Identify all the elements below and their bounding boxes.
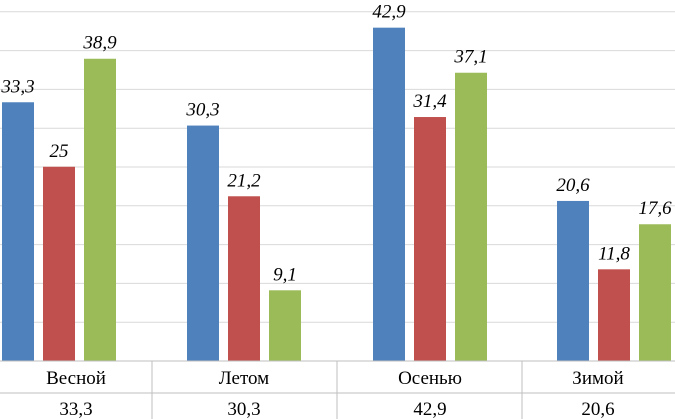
category-label-2: Осенью: [398, 368, 462, 389]
bar-series3-1: [269, 290, 301, 361]
bar-series2-0: [43, 166, 75, 361]
value-label-series1-3: 20,6: [556, 175, 590, 196]
value-label-series3-0: 38,9: [82, 33, 117, 54]
bar-series3-3: [639, 224, 671, 361]
table-cell-3: 20,6: [581, 399, 614, 419]
bar-series2-1: [228, 196, 260, 361]
bar-series3-2: [455, 72, 487, 361]
bar-series1-0: [2, 102, 34, 361]
category-label-3: Зимой: [572, 368, 623, 389]
value-label-series1-2: 42,9: [372, 2, 406, 23]
category-label-0: Весной: [46, 368, 106, 389]
bar-series2-3: [598, 269, 630, 361]
value-label-series1-0: 33,3: [0, 76, 34, 97]
value-label-series2-1: 21,2: [227, 170, 261, 191]
value-label-series3-2: 37,1: [453, 47, 487, 68]
table-cell-1: 30,3: [227, 399, 260, 419]
value-label-series2-0: 25: [50, 141, 69, 162]
value-label-series2-3: 11,8: [598, 243, 630, 264]
table-cell-2: 42,9: [413, 399, 446, 419]
value-label-series3-3: 17,6: [638, 198, 672, 219]
category-label-1: Летом: [219, 368, 269, 389]
bar-series3-0: [84, 58, 116, 361]
value-label-series3-1: 9,1: [273, 264, 297, 285]
bar-series1-3: [557, 200, 589, 361]
table-cell-0: 33,3: [59, 399, 92, 419]
value-label-series1-1: 30,3: [185, 100, 219, 121]
bar-series1-1: [187, 125, 219, 361]
bar-series2-2: [414, 117, 446, 361]
value-label-series2-2: 31,4: [412, 91, 447, 112]
bar-series1-2: [373, 27, 405, 362]
